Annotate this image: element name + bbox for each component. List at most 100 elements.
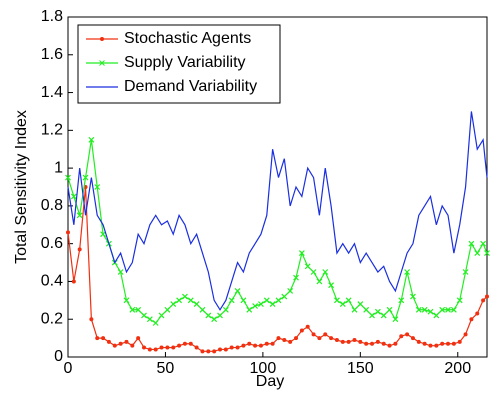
point (187, 297, 194, 304)
y-tick-label: 1.6 (41, 46, 63, 63)
point (82, 174, 89, 181)
legend-marker (99, 60, 105, 66)
point (117, 269, 124, 275)
point (275, 297, 282, 304)
point (329, 336, 334, 341)
point (298, 250, 305, 257)
point (153, 347, 158, 352)
point (416, 339, 421, 344)
x-tick-label: 0 (64, 360, 73, 377)
point (399, 334, 404, 339)
point (451, 341, 456, 346)
point (136, 336, 141, 341)
y-tick-label: 0.4 (41, 273, 63, 290)
point (171, 345, 176, 350)
point (381, 341, 386, 346)
point (457, 339, 462, 344)
point (421, 306, 428, 313)
point (252, 303, 259, 309)
point (135, 306, 142, 313)
point (240, 297, 247, 304)
x-tick-label: 100 (250, 360, 277, 377)
point (147, 347, 152, 352)
point (334, 338, 339, 342)
point (182, 293, 188, 300)
point (264, 341, 269, 346)
point (415, 306, 422, 313)
point (293, 274, 299, 281)
point (258, 343, 263, 348)
point (106, 339, 111, 344)
point (101, 336, 106, 341)
y-tick-label: 0 (54, 348, 63, 365)
point (88, 136, 95, 143)
series-line (67, 111, 488, 311)
point (199, 306, 206, 313)
x-axis-label: Day (256, 373, 284, 390)
point (159, 345, 164, 350)
point (462, 269, 469, 275)
point (217, 312, 223, 319)
point (334, 297, 340, 304)
point (469, 317, 474, 322)
point (222, 306, 229, 313)
x-tick-label: 200 (444, 360, 471, 377)
point (481, 298, 486, 303)
point (205, 312, 212, 319)
point (253, 343, 258, 348)
y-tick-label: 1 (54, 159, 63, 176)
point (100, 231, 107, 238)
point (170, 301, 177, 308)
point (146, 316, 153, 323)
legend-label: Supply Variability (124, 54, 246, 71)
point (422, 341, 427, 346)
point (164, 306, 171, 313)
point (218, 347, 223, 352)
point (369, 312, 375, 319)
point (118, 341, 123, 346)
point (282, 338, 287, 342)
point (263, 297, 270, 304)
point (352, 338, 357, 342)
point (299, 328, 304, 333)
point (393, 341, 398, 346)
point (269, 301, 276, 308)
point (193, 301, 200, 308)
point (112, 343, 117, 348)
point (77, 247, 82, 252)
point (206, 349, 211, 354)
point (288, 339, 293, 344)
point (358, 339, 363, 344)
y-tick-label: 1.8 (41, 8, 63, 25)
point (404, 269, 411, 275)
point (468, 240, 475, 247)
point (339, 301, 346, 308)
point (200, 349, 205, 354)
series-line (67, 186, 488, 352)
point (188, 341, 193, 346)
y-tick-label: 0.2 (41, 310, 63, 327)
point (176, 297, 183, 304)
point (375, 339, 380, 344)
point (95, 336, 100, 341)
point (316, 278, 323, 285)
point (475, 311, 480, 316)
point (94, 184, 101, 190)
point (323, 332, 328, 337)
point (445, 306, 451, 313)
point (427, 308, 434, 315)
point (124, 339, 129, 344)
point (258, 301, 264, 308)
point (241, 343, 246, 348)
point (434, 343, 439, 348)
y-tick-label: 0.8 (41, 197, 63, 214)
point (305, 324, 310, 329)
point (317, 336, 322, 341)
point (270, 341, 275, 346)
point (387, 343, 392, 348)
point (446, 341, 451, 346)
point (287, 287, 294, 294)
point (485, 294, 489, 299)
point (141, 312, 147, 319)
